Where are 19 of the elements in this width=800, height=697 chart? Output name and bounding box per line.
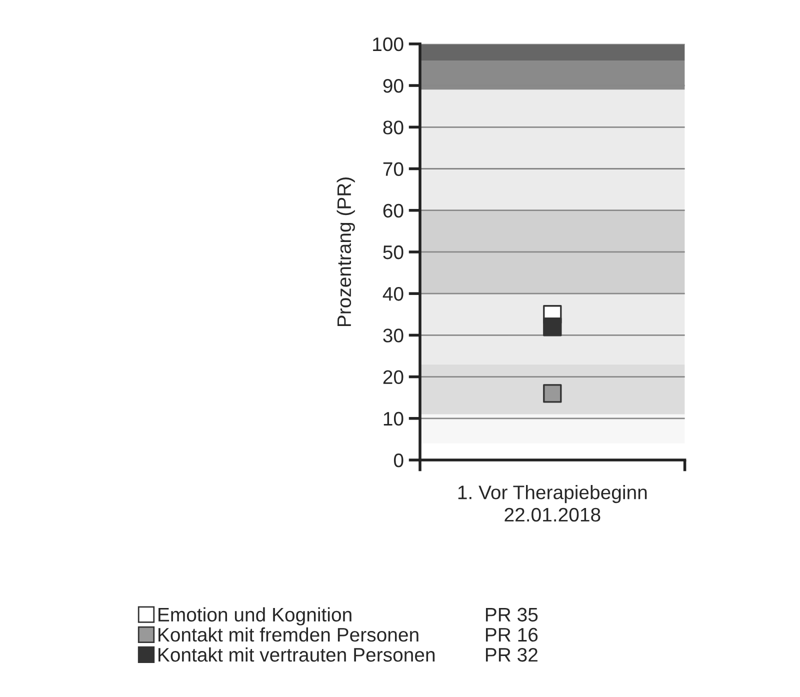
text: PR 35 (486, 608, 538, 622)
text: PR 32 (486, 648, 538, 662)
x-tick-label: 1. Vor Therapiebeginn 22.01.2018 (458, 484, 647, 522)
text: PR 16 (486, 628, 538, 642)
y-tick-label: 50 (383, 245, 404, 260)
legend-label: Kontakt mit fremden Personen (158, 627, 418, 642)
y-tick-label: 60 (383, 204, 404, 218)
y-tick-label: 0 (394, 453, 404, 468)
y-tick-label: 40 (382, 287, 404, 301)
y-tick-label: 20 (383, 370, 404, 384)
legend-label: Emotion und Kognition (158, 607, 352, 626)
y-tick-label: 100 (373, 37, 404, 52)
y-axis-title: Prozentrang (PR) (336, 178, 355, 326)
y-tick-label: 80 (383, 120, 404, 134)
y-tick-label: 30 (383, 328, 404, 342)
y-tick-label: 90 (383, 78, 404, 93)
legend-label: Kontakt mit vertrauten Personen (158, 647, 435, 662)
y-tick-label: 70 (383, 162, 404, 176)
y-tick-label: 10 (384, 412, 404, 426)
